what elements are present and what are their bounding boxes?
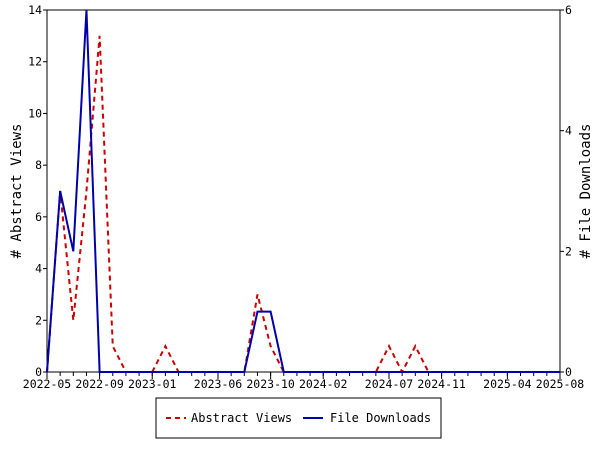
x-tick-label: 2023-01 [128,377,177,391]
series-layer [46,9,560,375]
x-tick-label: 2025-08 [536,377,585,391]
y-axis-right-title: # File Downloads [578,124,594,259]
x-tick-label: 2023-06 [194,377,243,391]
series-line-file-downloads [46,9,560,373]
x-tick-label: 2024-07 [365,377,414,391]
y-left-tick-label: 12 [28,55,42,69]
legend-box [155,397,442,439]
legend: Abstract Views File Downloads [155,397,442,439]
y-axis-left-title: # Abstract Views [9,124,25,259]
y-right-tick-label: 6 [565,3,572,17]
legend-label-abstract-views: Abstract Views [191,411,292,425]
y-left-tick-label: 2 [35,313,42,327]
y-right-tick-label: 0 [565,365,572,379]
y-left-tick-label: 10 [28,106,42,120]
y-axis-right: 0 2 4 6 [560,3,572,379]
y-right-tick-label: 2 [565,244,572,258]
x-tick-label: 2024-11 [417,377,466,391]
x-tick-label: 2023-10 [246,377,295,391]
y-right-tick-label: 4 [565,124,572,138]
x-tick-label: 2022-05 [23,377,71,391]
y-left-tick-label: 0 [35,365,42,379]
y-left-tick-label: 6 [35,210,42,224]
y-left-tick-label: 8 [35,158,42,172]
legend-label-file-downloads: File Downloads [330,411,431,425]
y-left-tick-label: 4 [35,262,42,276]
y-axis-left: 0 2 4 6 8 10 12 14 [28,3,47,379]
y-left-tick-label: 14 [28,3,42,17]
plot-area [46,9,561,373]
x-tick-label: 2025-04 [483,377,532,391]
x-axis: 2022-05 2022-09 2023-01 2023-06 2023-10 2024-… [23,372,585,391]
x-tick-label: 2022-09 [75,377,124,391]
x-tick-label: 2024-02 [299,377,347,391]
